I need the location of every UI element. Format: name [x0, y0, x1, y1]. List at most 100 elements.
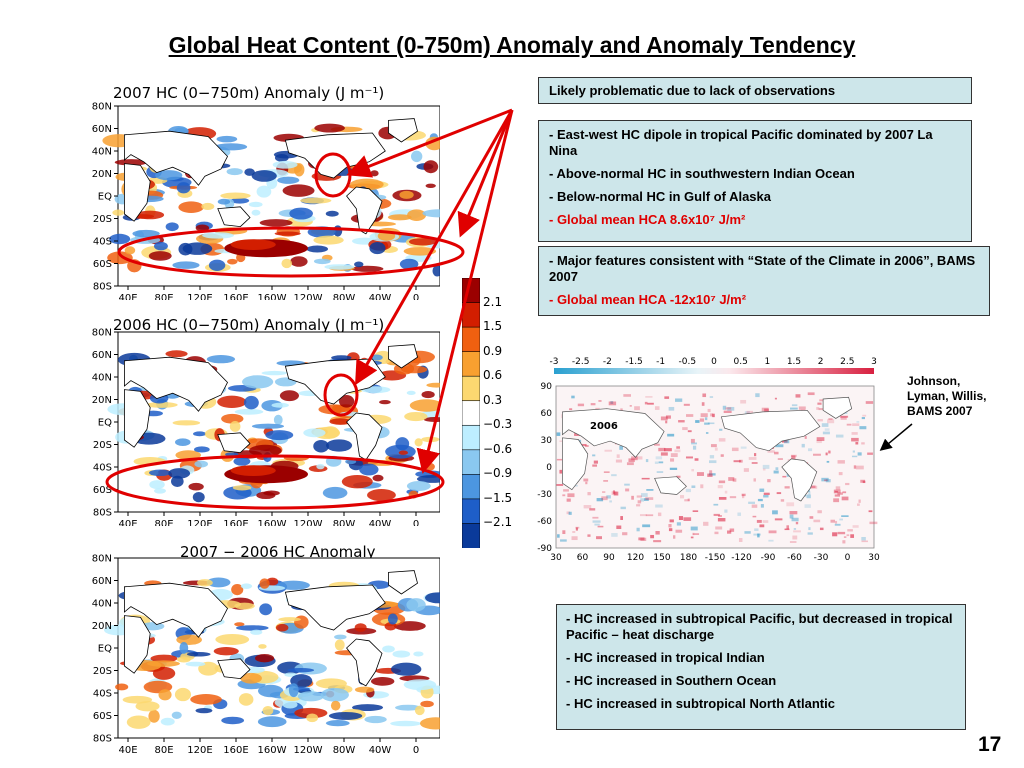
inset-scale-label: -1	[656, 357, 665, 367]
lat-label: 80S	[93, 282, 112, 293]
lon-label: 80W	[333, 293, 356, 300]
inset-map-2006: -3 -2.5 -2 -1.5 -1 -0.5 0 0.5 1 1.5 2 2.5 3 2006 90 60 3…	[537, 357, 880, 563]
lon-label: 160E	[223, 293, 248, 300]
lon-label: 160W	[258, 293, 287, 300]
citation-line-1: Johnson,	[907, 374, 961, 388]
colorbar-label: 0.6	[483, 368, 503, 383]
lat-label: 40S	[93, 237, 112, 248]
colorbar-label: 1.5	[483, 319, 503, 334]
lat-label: 20S	[93, 440, 112, 451]
inset-lon-label: 60	[577, 553, 589, 563]
lat-label: 60S	[93, 711, 112, 722]
inset-lon-label: 30	[868, 553, 880, 563]
inset-scale-label: -1.5	[625, 357, 643, 367]
inset-lon-label: 90	[603, 553, 615, 563]
note-2007-indian: - Above-normal HC in southwestern Indian…	[549, 166, 855, 181]
lon-label: 120E	[187, 293, 212, 300]
colorbar-swatch	[462, 326, 480, 353]
lon-label: 160W	[258, 519, 287, 526]
inset-lat-label: 0	[546, 463, 552, 473]
colorbar-label: −0.9	[483, 466, 513, 481]
inset-lat-label: 60	[541, 409, 553, 419]
colorbar	[462, 278, 480, 548]
lon-label: 80E	[154, 293, 173, 300]
map-title-difference: 2007 − 2006 HC Anomaly	[180, 543, 376, 561]
lat-label: EQ	[98, 418, 112, 429]
note-diff-pacific: - HC increased in subtropical Pacific, b…	[566, 611, 953, 642]
note-2006-consistent: - Major features consistent with “State …	[549, 253, 976, 284]
lon-label: 40E	[118, 519, 137, 526]
lat-label: 20S	[93, 214, 112, 225]
note-header-text: Likely problematic due to lack of observ…	[549, 83, 836, 98]
lat-label: 40N	[92, 373, 112, 384]
note-2006-global-mean: - Global mean HCA -12x10⁷ J/m²	[549, 292, 747, 307]
colorbar-label: −2.1	[483, 515, 513, 530]
colorbar-swatch	[462, 424, 480, 451]
lat-label: 80S	[93, 734, 112, 745]
lon-label: 160E	[223, 745, 248, 756]
lat-label: 20N	[92, 621, 112, 632]
colorbar-label: 2.1	[483, 294, 503, 309]
inset-citation: Johnson, Lyman, Willis, BAMS 2007	[907, 374, 986, 419]
inset-lon-label: -60	[787, 553, 802, 563]
lon-label: 80E	[154, 745, 173, 756]
colorbar-swatch	[462, 523, 480, 548]
inset-lat-label: 30	[541, 436, 553, 446]
inset-lat-label: 90	[541, 382, 553, 392]
colorbar-swatch	[462, 498, 480, 525]
lon-label: 0	[413, 519, 419, 526]
inset-lon-label: 150	[653, 553, 670, 563]
inset-lon-label: -30	[814, 553, 829, 563]
inset-lon-label: -90	[761, 553, 776, 563]
lon-label: 120W	[294, 293, 323, 300]
lon-label: 80E	[154, 519, 173, 526]
lat-label: 20S	[93, 666, 112, 677]
lon-label: 120W	[294, 745, 323, 756]
inset-scale-label: -0.5	[679, 357, 697, 367]
inset-scale-label: -3	[550, 357, 559, 367]
inset-scale-label: -2	[603, 357, 612, 367]
colorbar-label: −1.5	[483, 490, 513, 505]
inset-lon-label: -120	[731, 553, 752, 563]
lon-label: 40W	[369, 293, 392, 300]
lon-label: 40W	[369, 519, 392, 526]
colorbar-swatch	[462, 474, 480, 500]
lon-label: 80W	[333, 519, 356, 526]
lat-label: 40N	[92, 147, 112, 158]
inset-lat-label: -60	[537, 517, 552, 527]
lon-label: 120E	[187, 745, 212, 756]
inset-lat-label: -90	[537, 544, 552, 554]
lat-label: 60S	[93, 485, 112, 496]
lon-label: 40E	[118, 293, 137, 300]
inset-year-label: 2006	[590, 421, 618, 432]
map-title-2006: 2006 HC (0−750m) Anomaly (J m⁻¹)	[113, 316, 385, 334]
lat-label: 60S	[93, 259, 112, 270]
citation-arrow	[879, 423, 913, 451]
note-diff-indian: - HC increased in tropical Indian	[566, 650, 765, 665]
lat-label: EQ	[98, 644, 112, 655]
lat-label: 60N	[92, 124, 112, 135]
inset-lon-label: 120	[627, 553, 644, 563]
inset-lon-label: 30	[550, 553, 562, 563]
lon-label: 120E	[187, 519, 212, 526]
inset-land	[562, 396, 853, 502]
note-diff-southern: - HC increased in Southern Ocean	[566, 673, 777, 688]
colorbar-swatch	[462, 351, 480, 377]
lat-label: 40N	[92, 599, 112, 610]
lat-label: 80S	[93, 508, 112, 519]
lat-label: 60N	[92, 576, 112, 587]
lon-label: 40E	[118, 745, 137, 756]
citation-line-3: BAMS 2007	[907, 404, 973, 418]
note-box-2007: - East-west HC dipole in tropical Pacifi…	[538, 120, 972, 242]
lat-label: 80N	[92, 102, 112, 113]
inset-scale-label: 0.5	[734, 357, 748, 367]
lat-label: 40S	[93, 689, 112, 700]
map-2007: 80N 60N 40N 20N EQ 20S 40S 60S 80S 40E 80E 120E 160E…	[92, 102, 440, 300]
lat-label: 80N	[92, 328, 112, 339]
colorbar-label: −0.6	[483, 441, 513, 456]
inset-scale-label: 3	[871, 357, 877, 367]
note-box-2006: - Major features consistent with “State …	[538, 246, 990, 316]
lat-label: 20N	[92, 169, 112, 180]
lon-label: 80W	[333, 745, 356, 756]
lat-label: 60N	[92, 350, 112, 361]
